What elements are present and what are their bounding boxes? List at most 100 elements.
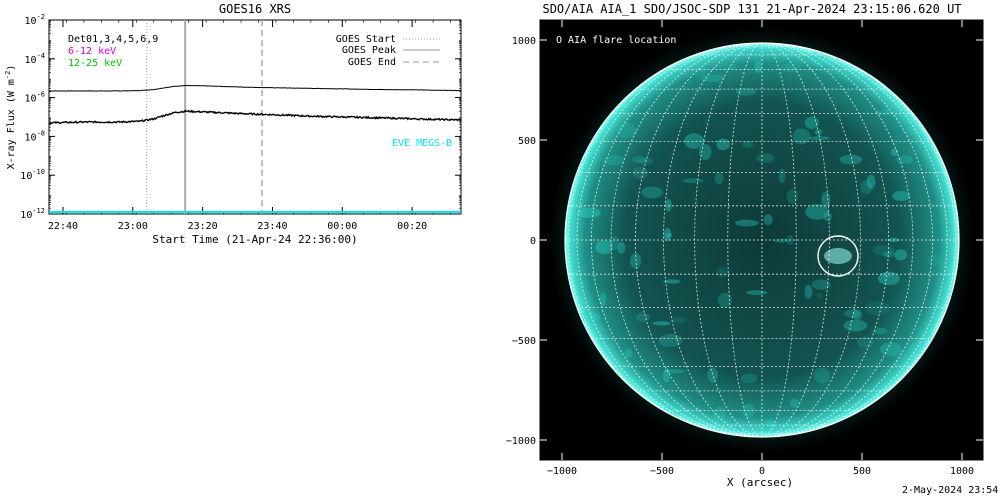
brightening-patch — [821, 191, 831, 208]
x-axis-ticks: 22:40 23:00 23:20 23:40 00:00 00:20 — [48, 20, 451, 232]
brightening-patch — [652, 321, 671, 326]
flare-location-legend: O AIA flare location — [556, 35, 676, 46]
energy-label-12-25: 12-25 keV — [68, 58, 122, 69]
aia-y-tick-label: 1000 — [512, 36, 536, 47]
left-plot-frame — [48, 19, 462, 215]
brightening-patch — [927, 254, 943, 267]
aia-x-tick-label: 0 — [759, 466, 765, 477]
brightening-patch — [813, 367, 831, 384]
series-line-short — [48, 109, 462, 125]
longitude-line — [761, 43, 797, 437]
brightening-patch — [745, 290, 768, 296]
brightening-patch — [630, 253, 642, 269]
brightening-patch — [714, 62, 738, 71]
brightening-patch — [635, 312, 651, 322]
brightening-patch — [811, 279, 831, 290]
aia-x-axis-label: X (arcsec) — [727, 476, 793, 489]
brightening-patch — [682, 178, 704, 184]
brightening-patch — [595, 240, 613, 255]
brightening-patch — [773, 238, 789, 243]
brightening-patch — [716, 138, 730, 151]
brightening-patch — [665, 233, 672, 238]
x-tick-label: 23:20 — [188, 221, 218, 232]
brightening-patch — [663, 279, 681, 284]
brightening-patch — [786, 189, 799, 205]
longitude-line — [634, 43, 763, 437]
brightening-patch — [603, 155, 626, 166]
x-tick-label: 22:40 — [48, 221, 78, 232]
x-tick-label: 23:40 — [257, 221, 287, 232]
heliographic-grid — [565, 43, 959, 437]
y-tick-label: 10-12 — [20, 207, 45, 221]
brightening-patch — [735, 219, 759, 227]
aia-y-tick-label: −500 — [512, 336, 536, 347]
brightening-patch — [792, 128, 811, 145]
series-line-long — [48, 84, 461, 92]
aia-x-tick-label: −1000 — [547, 466, 577, 477]
brightening-patch — [877, 271, 900, 286]
flare-location-circle — [817, 235, 859, 277]
x-tick-label: 00:00 — [327, 221, 357, 232]
brightening-patch — [713, 406, 726, 422]
brightening-patch — [632, 166, 649, 179]
brightening-patch — [823, 211, 832, 222]
legend-label-end: GOES End — [348, 57, 396, 68]
brightening-patch — [663, 368, 671, 383]
generation-timestamp: 2-May-2024 23:54 — [902, 485, 999, 496]
brightening-patch — [701, 74, 725, 83]
brightening-patch — [624, 348, 633, 358]
brightening-patch — [742, 140, 754, 148]
aia-y-axis-ticks: 1000 500 0 −500 −1000 — [506, 36, 983, 447]
y-tick-label: 10-4 — [25, 52, 45, 66]
energy-label-6-12: 6-12 keV — [68, 46, 116, 57]
brightening-patch — [852, 309, 862, 321]
aia-y-tick-label: 0 — [530, 236, 536, 247]
brightening-patch — [790, 398, 799, 408]
brightening-patch — [663, 369, 685, 374]
brightening-patch — [860, 179, 873, 195]
longitude-line — [761, 43, 957, 437]
aia-legend: O AIA flare location — [556, 35, 676, 46]
brightening-patch — [882, 251, 895, 258]
brightening-patch — [616, 123, 637, 139]
brightening-patch — [873, 327, 887, 335]
y-tick-label: 10-8 — [25, 129, 45, 143]
brightening-patch — [632, 156, 647, 163]
aia-x-axis-ticks: −1000 −500 0 500 1000 — [547, 20, 974, 477]
brightening-patch — [780, 63, 802, 73]
brightening-patch — [843, 319, 868, 332]
brightening-patch — [805, 203, 829, 220]
brightening-patch — [617, 241, 626, 254]
brightening-patch — [808, 136, 831, 141]
aia-y-tick-label: −1000 — [506, 436, 536, 447]
brightening-patch — [830, 408, 849, 415]
longitude-line — [761, 43, 948, 437]
brightening-patch — [740, 373, 758, 384]
eve-megs-label: EVE MEGS-B — [392, 138, 452, 149]
longitude-line — [761, 43, 934, 437]
brightening-patch — [874, 109, 895, 116]
longitude-line — [610, 43, 763, 437]
aia-x-tick-label: 500 — [853, 466, 871, 477]
brightening-patch — [714, 172, 724, 185]
brightening-patch — [663, 227, 672, 242]
flare-brightening — [824, 248, 852, 264]
brightening-patch — [856, 336, 874, 349]
brightening-patch — [763, 214, 773, 226]
y-tick-label: 10-10 — [20, 168, 45, 182]
aia-x-tick-label: −500 — [650, 466, 674, 477]
y-tick-label: 10-6 — [25, 91, 45, 105]
brightening-patch — [880, 342, 902, 357]
brightening-patch — [892, 190, 911, 201]
detector-label: Det01,3,4,5,6,9 — [68, 34, 158, 45]
left-plot-title: GOES16 XRS — [219, 2, 291, 16]
legend-label-start: GOES Start — [336, 34, 396, 45]
brightening-patch — [754, 60, 762, 73]
brightening-patch — [909, 341, 928, 355]
legend: GOES Start GOES Peak GOES End — [336, 34, 440, 68]
brightening-patch — [866, 301, 890, 316]
y-tick-label: 10-2 — [25, 13, 45, 27]
legend-label-peak: GOES Peak — [342, 45, 396, 56]
brightening-patch — [839, 154, 863, 165]
